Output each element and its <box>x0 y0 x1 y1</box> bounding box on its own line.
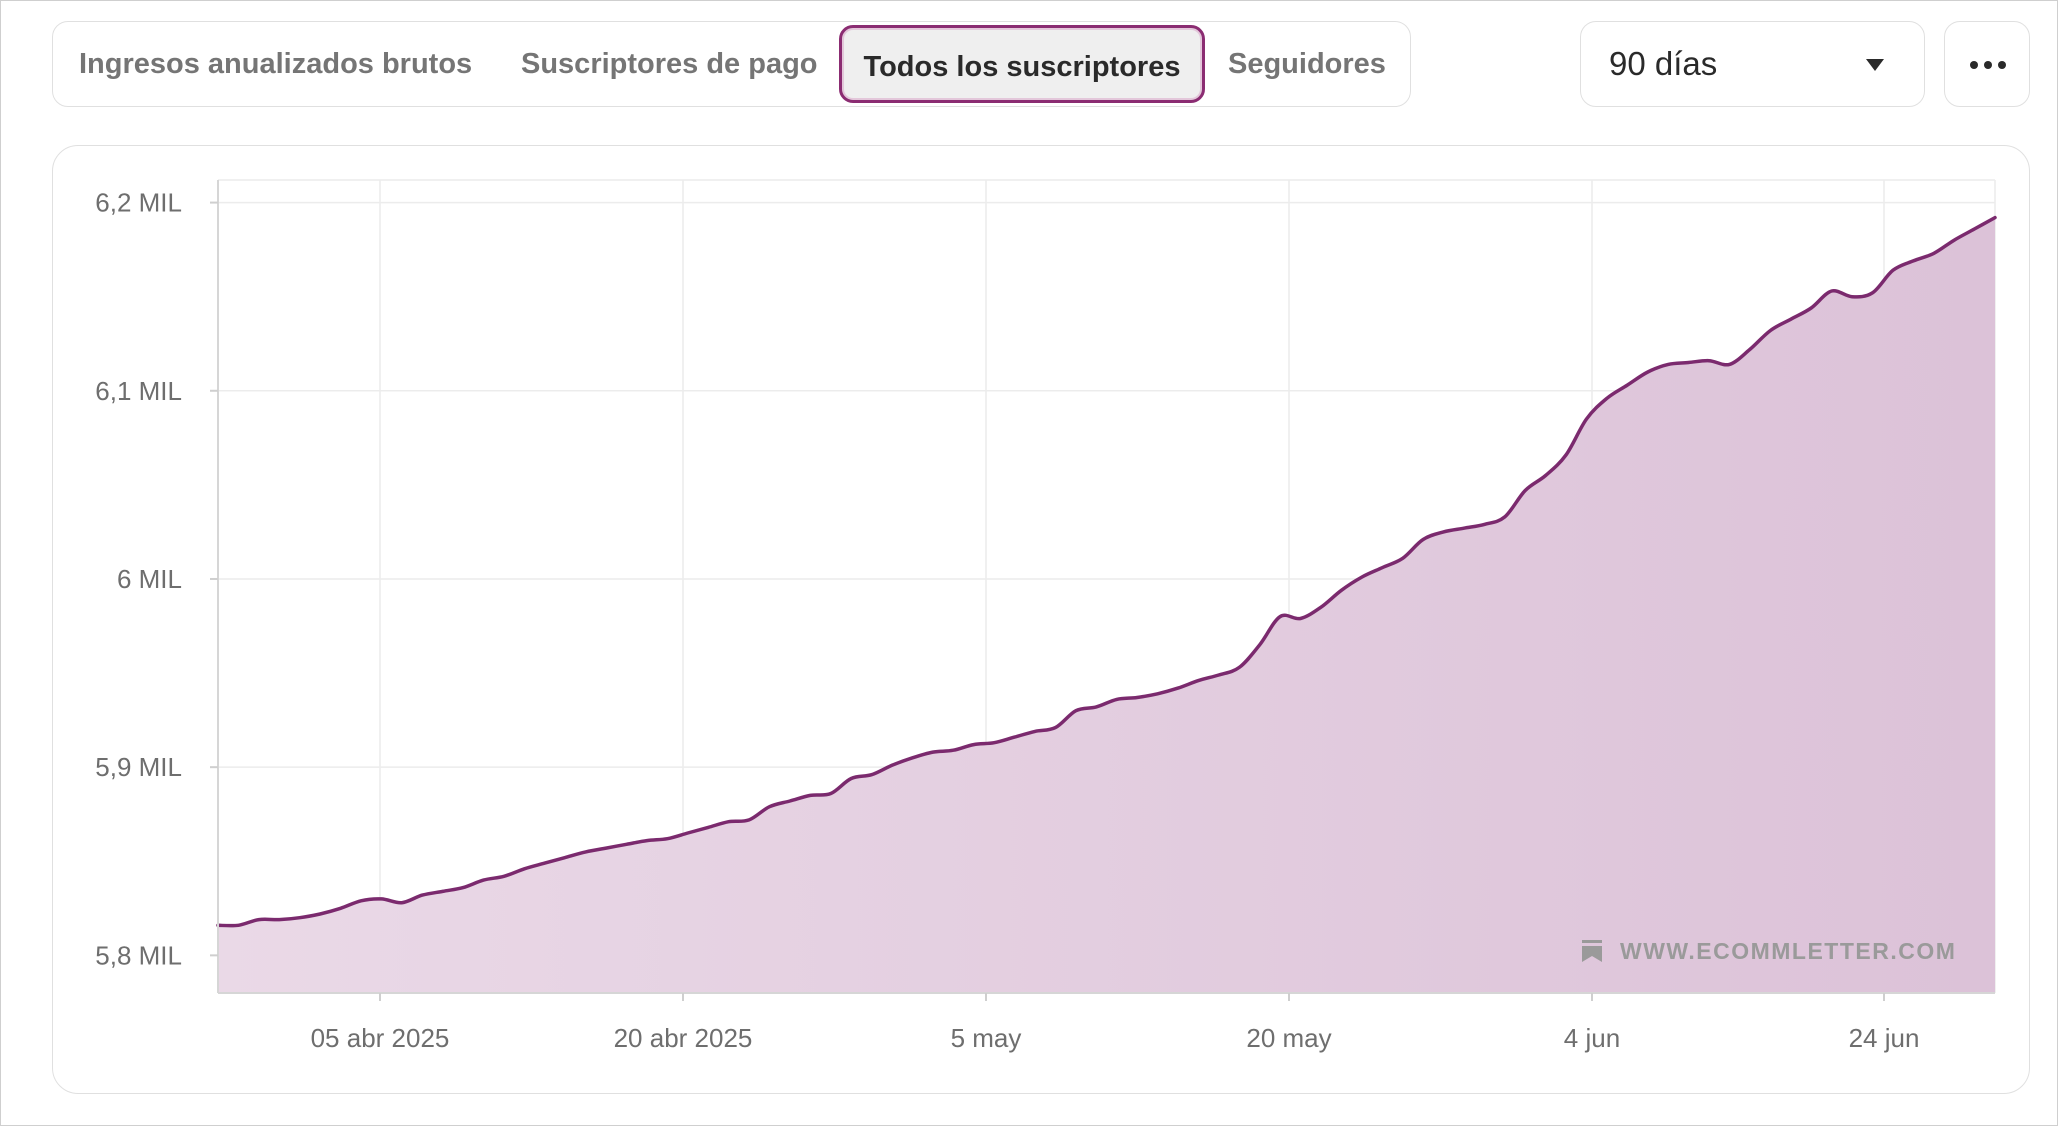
y-axis-ticks: 5,8 MIL 5,9 MIL 6 MIL 6,1 MIL 6,2 MIL <box>95 188 218 970</box>
y-tick-label: 6,2 MIL <box>95 188 182 218</box>
x-axis-ticks: 05 abr 2025 20 abr 2025 5 may 20 may 4 jun 24… <box>311 993 1920 1053</box>
watermark-text: WWW.ECOMMLETTER.COM <box>1620 938 1956 964</box>
tab-todos-los-suscriptores[interactable]: Todos los suscriptores <box>839 25 1205 103</box>
x-tick-label: 4 jun <box>1564 1023 1620 1053</box>
bookmark-icon <box>1582 940 1602 962</box>
y-tick-label: 6,1 MIL <box>95 376 182 406</box>
x-tick-label: 20 may <box>1246 1023 1331 1053</box>
date-range-select[interactable]: 90 días <box>1580 21 1925 107</box>
more-options-button[interactable] <box>1944 21 2030 107</box>
watermark: WWW.ECOMMLETTER.COM <box>1582 938 1956 964</box>
series-area <box>218 217 1995 994</box>
tab-ingresos-anualizados[interactable]: Ingresos anualizados brutos <box>79 48 473 80</box>
x-tick-label: 20 abr 2025 <box>614 1023 753 1053</box>
y-tick-label: 5,8 MIL <box>95 940 182 970</box>
metric-tabs: Ingresos anualizados brutos Suscriptores… <box>52 21 1411 107</box>
chevron-down-icon <box>1866 59 1884 71</box>
y-tick-label: 6 MIL <box>117 564 182 594</box>
y-tick-label: 5,9 MIL <box>95 752 182 782</box>
tab-seguidores[interactable]: Seguidores <box>1228 48 1386 80</box>
x-tick-label: 24 jun <box>1849 1023 1920 1053</box>
tab-suscriptores-de-pago[interactable]: Suscriptores de pago <box>521 48 818 80</box>
series-line <box>216 215 1997 928</box>
date-range-value: 90 días <box>1609 45 1718 82</box>
x-tick-label: 05 abr 2025 <box>311 1023 450 1053</box>
x-tick-label: 5 may <box>951 1023 1022 1053</box>
chart-axes <box>217 180 1995 994</box>
